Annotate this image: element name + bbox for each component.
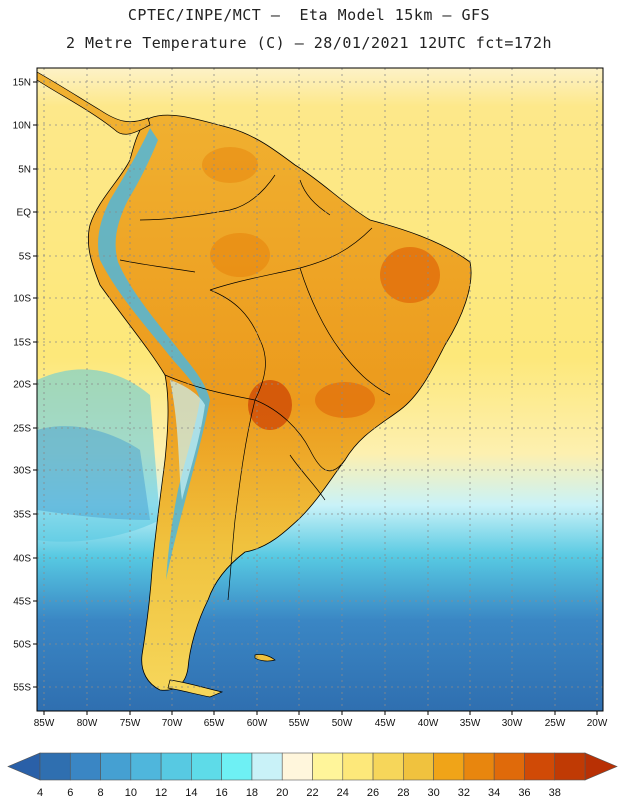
lat-label: 15S — [13, 338, 31, 349]
lon-label: 25W — [545, 718, 566, 729]
lon-label: 65W — [204, 718, 225, 729]
colorbar-label: 22 — [306, 787, 318, 799]
lat-label: 25S — [13, 424, 31, 435]
lat-label: 20S — [13, 380, 31, 391]
colorbar: 4 6 8 10 12 14 16 18 20 22 24 26 28 30 32 34 36 38 — [7, 752, 618, 799]
lat-label: 45S — [13, 597, 31, 608]
lat-label: 15N — [13, 78, 31, 89]
central-america — [37, 71, 151, 135]
colorbar-swatch — [130, 752, 162, 781]
colorbar-swatch — [342, 752, 374, 781]
colorbar-swatch — [281, 752, 313, 781]
colorbar-swatch — [524, 752, 556, 781]
lon-label: 55W — [289, 718, 310, 729]
colorbar-label: 20 — [276, 787, 288, 799]
pacific-cold-core — [37, 426, 150, 520]
hotspot-venezuela — [202, 147, 258, 183]
latitude-axis: 15N 10N 5N EQ 5S 10S 15S 20S 25S 30S 35S 40S 45S 50S 5… — [13, 78, 37, 694]
lat-label: 30S — [13, 466, 31, 477]
colorbar-swatch — [493, 752, 525, 781]
colorbar-label: 8 — [97, 787, 103, 799]
lon-label: 70W — [162, 718, 183, 729]
colorbar-swatch — [403, 752, 434, 781]
colorbar-swatch — [39, 752, 71, 781]
colorbar-label: 18 — [246, 787, 258, 799]
colorbar-label: 24 — [337, 787, 349, 799]
colorbar-label: 26 — [367, 787, 379, 799]
lat-label: 50S — [13, 640, 31, 651]
colorbar-swatch — [463, 752, 495, 781]
colorbar-swatch — [433, 752, 465, 781]
lon-label: 30W — [502, 718, 523, 729]
lat-label: 5N — [18, 165, 31, 176]
colorbar-label: 28 — [397, 787, 409, 799]
lat-label: 10S — [13, 294, 31, 305]
colorbar-label: 6 — [67, 787, 73, 799]
colorbar-swatch — [312, 752, 344, 781]
lon-label: 50W — [332, 718, 353, 729]
colorbar-label: 38 — [549, 787, 561, 799]
falkland-islands — [254, 654, 276, 662]
lat-label: 10N — [13, 121, 31, 132]
map-title-line-2: 2 Metre Temperature (C) – 28/01/2021 12U… — [65, 34, 553, 52]
lon-label: 45W — [375, 718, 396, 729]
map-frame — [36, 67, 604, 712]
colorbar-swatch — [160, 752, 192, 781]
colorbar-label: 36 — [518, 787, 530, 799]
colorbar-label: 16 — [216, 787, 228, 799]
lon-label: 40W — [418, 718, 439, 729]
hotspot-amazon — [210, 233, 270, 277]
lat-label: EQ — [17, 208, 32, 219]
colorbar-label: 10 — [125, 787, 137, 799]
colorbar-swatch — [191, 752, 222, 781]
colorbar-swatch — [69, 752, 101, 781]
lon-label: 85W — [34, 718, 55, 729]
colorbar-label: 34 — [488, 787, 500, 799]
tierra-del-fuego — [167, 679, 224, 698]
lon-label: 80W — [77, 718, 98, 729]
lat-label: 55S — [13, 683, 31, 694]
colorbar-max-arrow — [584, 752, 618, 781]
longitude-axis: 85W 80W 75W 70W 65W 60W 55W 50W 45W 40W 35W 30W 25W 2… — [34, 711, 608, 729]
hotspot-paraguay — [248, 380, 292, 430]
lat-label: 35S — [13, 510, 31, 521]
hotspot-southeast-brazil — [315, 382, 375, 418]
colorbar-swatch — [372, 752, 404, 781]
graticule-grid — [37, 68, 603, 711]
colorbar-swatch — [221, 752, 253, 781]
colorbar-label: 12 — [155, 787, 167, 799]
lat-label: 5S — [19, 252, 32, 263]
map-title-line-1: CPTEC/INPE/MCT – Eta Model 15km – GFS — [127, 6, 491, 24]
colorbar-min-arrow — [7, 752, 41, 781]
colorbar-label: 32 — [458, 787, 470, 799]
colorbar-label: 30 — [427, 787, 439, 799]
andes-highland-detail — [170, 380, 205, 500]
lon-label: 35W — [460, 718, 481, 729]
colorbar-label: 4 — [37, 787, 43, 799]
hotspot-northeast-brazil — [380, 247, 440, 303]
colorbar-swatch — [554, 752, 586, 781]
lon-label: 60W — [247, 718, 268, 729]
lon-label: 75W — [120, 718, 141, 729]
colorbar-swatch — [100, 752, 132, 781]
colorbar-label: 14 — [185, 787, 197, 799]
map-area — [37, 68, 603, 711]
lon-label: 20W — [587, 718, 608, 729]
lat-label: 40S — [13, 554, 31, 565]
colorbar-swatch — [251, 752, 283, 781]
